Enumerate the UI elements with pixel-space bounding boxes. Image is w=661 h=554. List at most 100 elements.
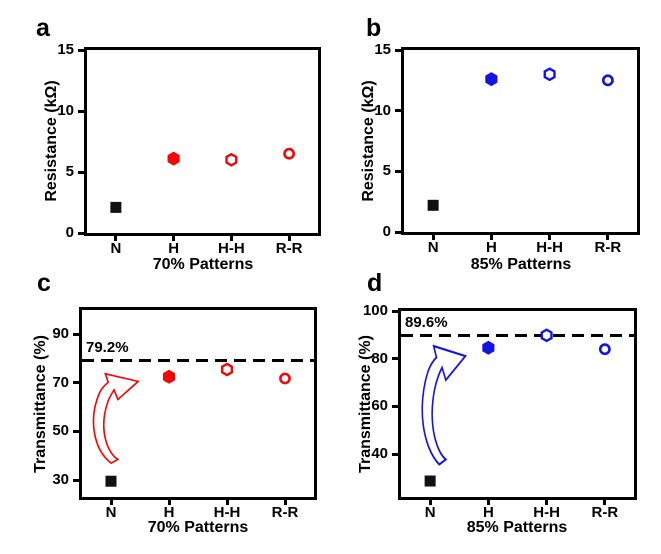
data-point-R-R xyxy=(279,372,291,385)
reference-dashed-line xyxy=(82,359,314,362)
x-tick xyxy=(287,235,291,241)
y-tick-label: 5 xyxy=(382,162,391,180)
data-point-H xyxy=(162,369,176,384)
x-tick xyxy=(167,499,171,505)
panel-d: d Transmittance (%) 89.6% 85% Patterns 4… xyxy=(330,271,661,554)
y-tick xyxy=(73,429,79,433)
y-tick-label: 60 xyxy=(371,397,388,415)
x-tick xyxy=(431,234,435,240)
x-tick xyxy=(545,499,549,505)
plot-area-b xyxy=(401,47,640,235)
y-axis-title-b: Resistance (kΩ) xyxy=(360,80,377,202)
data-points-layer xyxy=(424,328,611,487)
x-tick-label: N xyxy=(424,504,436,521)
panel-letter-c: c xyxy=(37,269,51,297)
y-tick-label: 30 xyxy=(52,471,69,488)
x-tick-label: H xyxy=(482,504,494,521)
y-axis-title-c: Transmittance (%) xyxy=(32,335,49,473)
plot-area-a xyxy=(84,47,321,236)
x-tick-label: N xyxy=(105,504,117,521)
data-point-H-H xyxy=(540,328,553,343)
data-point-H-H xyxy=(225,152,238,167)
y-tick xyxy=(395,109,401,113)
x-tick xyxy=(114,235,118,241)
x-tick xyxy=(486,499,490,505)
x-tick-label: R-R xyxy=(591,504,619,521)
y-tick xyxy=(78,231,84,235)
y-tick xyxy=(78,48,84,52)
panel-letter-a: a xyxy=(36,14,50,42)
y-tick-label: 0 xyxy=(65,224,74,241)
increase-arrow-icon xyxy=(421,344,468,466)
data-points-layer xyxy=(427,67,614,211)
x-tick xyxy=(172,235,176,241)
data-point-R-R xyxy=(601,74,614,87)
x-tick-label: H-H xyxy=(218,240,245,257)
y-tick-label: 70 xyxy=(52,373,69,391)
x-axis-title-c: 70% Patterns xyxy=(147,519,249,536)
y-tick xyxy=(392,357,398,361)
panel-letter-b: b xyxy=(366,14,382,42)
y-tick xyxy=(395,169,401,173)
y-tick xyxy=(73,381,79,385)
x-tick xyxy=(489,234,493,240)
x-tick-label: H-H xyxy=(536,239,563,256)
data-point-R-R xyxy=(598,343,611,356)
x-tick xyxy=(229,235,233,241)
y-tick-label: 40 xyxy=(371,445,388,463)
data-point-H xyxy=(485,72,498,87)
x-tick-label: H xyxy=(163,504,175,521)
y-tick xyxy=(78,170,84,174)
x-tick xyxy=(225,499,229,505)
data-point-R-R xyxy=(283,147,296,160)
data-point-H-H xyxy=(543,67,556,82)
x-tick-label: R-R xyxy=(594,239,622,256)
panel-b: b Resistance (kΩ) 85% Patterns 0 5 10 15 N H H… xyxy=(330,0,661,277)
x-tick-label: H xyxy=(485,239,497,256)
panel-c: c Transmittance (%) 79.2% 70% Patterns 3… xyxy=(0,271,330,554)
increase-arrow-icon xyxy=(92,372,140,465)
y-tick-label: 90 xyxy=(52,325,69,343)
data-points-layer xyxy=(105,362,291,487)
data-point-N xyxy=(105,475,117,487)
x-axis-title-d: 85% Patterns xyxy=(466,519,568,536)
y-tick xyxy=(395,230,401,234)
panel-letter-d: d xyxy=(367,269,383,297)
y-tick xyxy=(392,452,398,456)
y-axis-title-a: Resistance (kΩ) xyxy=(43,80,60,202)
y-tick-label: 10 xyxy=(57,102,74,119)
x-tick xyxy=(548,234,552,240)
data-point-N xyxy=(427,199,439,211)
y-tick-label: 10 xyxy=(374,101,391,119)
y-tick-label: 5 xyxy=(65,163,74,180)
data-point-N xyxy=(424,475,436,487)
data-point-N xyxy=(110,201,122,213)
reference-value-label: 79.2% xyxy=(86,338,129,356)
x-tick-label: H xyxy=(168,240,180,257)
x-tick xyxy=(109,499,113,505)
reference-value-label: 89.6% xyxy=(405,313,448,331)
y-tick xyxy=(73,332,79,336)
y-tick xyxy=(73,478,79,482)
y-tick-label: 0 xyxy=(382,223,391,240)
x-tick xyxy=(428,499,432,505)
plot-area-c: 79.2% xyxy=(79,307,317,500)
y-tick xyxy=(78,109,84,113)
x-tick xyxy=(606,234,610,240)
y-tick-label: 15 xyxy=(374,41,391,58)
x-tick-label: H-H xyxy=(213,504,241,521)
x-tick-label: R-R xyxy=(275,240,303,257)
x-axis-title-b: 85% Patterns xyxy=(470,256,572,273)
y-tick-label: 50 xyxy=(52,422,69,440)
x-tick xyxy=(283,499,287,505)
data-point-H xyxy=(482,340,495,355)
panel-a: a Resistance (kΩ) 70% Patterns 0 5 10 15 N H H… xyxy=(0,0,330,277)
x-axis-title-a: 70% Patterns xyxy=(152,256,254,273)
y-tick xyxy=(392,309,398,313)
data-point-H-H xyxy=(220,362,234,377)
data-point-H xyxy=(167,151,180,166)
x-tick-label: R-R xyxy=(271,504,299,521)
plot-area-d: 89.6% xyxy=(398,308,637,500)
data-points-layer xyxy=(110,147,296,213)
